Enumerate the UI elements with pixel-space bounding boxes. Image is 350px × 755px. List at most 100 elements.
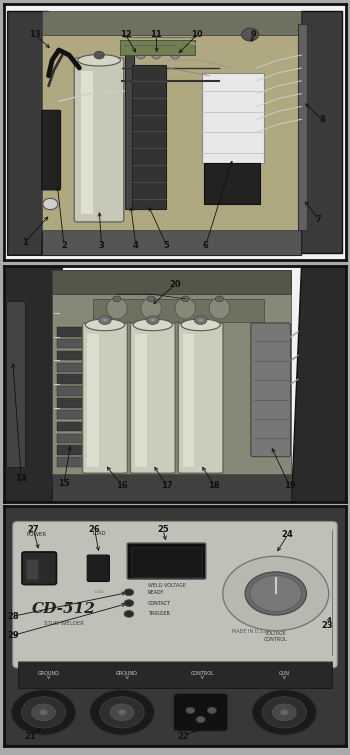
- Polygon shape: [8, 11, 49, 255]
- Circle shape: [40, 710, 48, 715]
- Circle shape: [118, 710, 126, 715]
- Text: 24: 24: [282, 530, 294, 539]
- Text: 19: 19: [284, 481, 295, 490]
- Polygon shape: [291, 266, 346, 502]
- Bar: [57, 374, 88, 384]
- Text: 28: 28: [7, 612, 19, 621]
- Text: CD-512: CD-512: [32, 602, 96, 616]
- Bar: [81, 70, 93, 214]
- FancyBboxPatch shape: [127, 543, 206, 579]
- Text: ---: ---: [156, 556, 177, 566]
- Text: 1: 1: [22, 238, 28, 247]
- Bar: [57, 458, 88, 467]
- Bar: [42, 24, 301, 230]
- Text: TRIGGER: TRIGGER: [148, 612, 169, 616]
- Circle shape: [94, 51, 104, 59]
- Text: 6: 6: [203, 241, 209, 250]
- Circle shape: [215, 296, 224, 302]
- Circle shape: [150, 318, 155, 322]
- Circle shape: [241, 28, 259, 41]
- Text: 9: 9: [251, 30, 257, 39]
- Text: GROUND: GROUND: [38, 671, 60, 676]
- Bar: [87, 334, 99, 467]
- FancyBboxPatch shape: [83, 323, 127, 473]
- FancyBboxPatch shape: [251, 323, 290, 457]
- Circle shape: [99, 316, 111, 325]
- Circle shape: [32, 704, 55, 721]
- Text: STUD WELDER: STUD WELDER: [44, 621, 84, 626]
- Circle shape: [272, 704, 296, 721]
- Bar: [57, 398, 88, 408]
- Bar: [202, 73, 264, 163]
- Bar: [57, 387, 88, 396]
- Bar: [135, 334, 147, 467]
- Bar: [125, 55, 134, 209]
- FancyBboxPatch shape: [13, 522, 337, 668]
- Circle shape: [43, 199, 58, 210]
- Text: LOAD: LOAD: [93, 590, 105, 594]
- Text: 17: 17: [161, 481, 172, 490]
- Bar: [204, 163, 260, 204]
- FancyBboxPatch shape: [173, 693, 228, 732]
- Text: 20: 20: [169, 280, 181, 289]
- Text: 16: 16: [116, 481, 128, 490]
- Bar: [57, 422, 88, 431]
- Text: WELD VOLTAGE: WELD VOLTAGE: [147, 583, 186, 588]
- Circle shape: [280, 710, 288, 715]
- Bar: [42, 11, 301, 35]
- FancyBboxPatch shape: [87, 555, 110, 581]
- Circle shape: [124, 589, 134, 596]
- Text: 15: 15: [58, 479, 70, 488]
- Circle shape: [208, 707, 216, 713]
- Circle shape: [186, 707, 195, 713]
- Text: 13: 13: [29, 30, 41, 39]
- Text: 4: 4: [133, 241, 139, 250]
- Text: 29: 29: [7, 631, 19, 640]
- Ellipse shape: [175, 297, 196, 319]
- Ellipse shape: [135, 41, 147, 59]
- Circle shape: [198, 318, 203, 322]
- Circle shape: [196, 716, 205, 723]
- Ellipse shape: [133, 319, 173, 331]
- Text: 21: 21: [24, 732, 36, 741]
- Text: 8: 8: [319, 115, 325, 124]
- Text: 5: 5: [163, 241, 169, 250]
- Bar: [57, 433, 88, 443]
- FancyBboxPatch shape: [131, 323, 175, 473]
- Bar: [298, 24, 307, 230]
- Text: 23: 23: [321, 621, 333, 630]
- Circle shape: [262, 697, 307, 728]
- Text: CONTROL: CONTROL: [190, 671, 214, 676]
- Bar: [6, 301, 25, 467]
- Circle shape: [223, 556, 329, 630]
- Ellipse shape: [209, 297, 230, 319]
- Bar: [26, 559, 38, 579]
- Ellipse shape: [169, 41, 181, 59]
- Text: MADE IN U.S.A.: MADE IN U.S.A.: [232, 630, 269, 634]
- Bar: [57, 410, 88, 419]
- Text: 12: 12: [120, 30, 131, 39]
- Bar: [57, 327, 88, 337]
- Bar: [52, 270, 291, 473]
- Bar: [52, 270, 291, 294]
- Text: 7: 7: [316, 215, 321, 224]
- Ellipse shape: [181, 319, 220, 331]
- Bar: [42, 230, 301, 255]
- Text: VOLTAGE
CONTROL: VOLTAGE CONTROL: [264, 631, 288, 642]
- Text: GUN: GUN: [279, 671, 290, 676]
- Circle shape: [90, 689, 154, 735]
- Text: READY: READY: [148, 590, 164, 595]
- Text: 22: 22: [178, 732, 189, 741]
- Polygon shape: [301, 11, 342, 253]
- Text: 14: 14: [15, 474, 27, 483]
- Circle shape: [11, 689, 76, 735]
- Ellipse shape: [107, 297, 127, 319]
- Circle shape: [195, 316, 207, 325]
- Text: 26: 26: [89, 525, 100, 535]
- Circle shape: [102, 318, 108, 322]
- FancyBboxPatch shape: [74, 57, 124, 222]
- Bar: [57, 362, 88, 372]
- Text: 10: 10: [191, 30, 203, 39]
- Circle shape: [245, 572, 307, 615]
- Ellipse shape: [78, 54, 120, 66]
